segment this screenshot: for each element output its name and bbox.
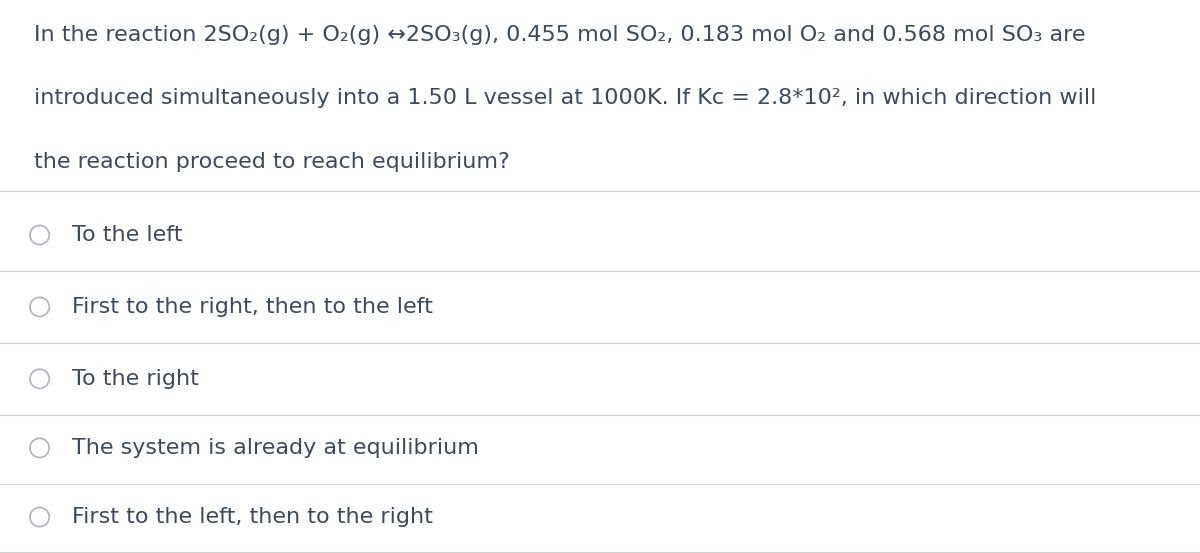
Text: introduced simultaneously into a 1.50 L vessel at 1000K. If Kc = 2.8*10², in whi: introduced simultaneously into a 1.50 L … (34, 88, 1096, 108)
Text: First to the right, then to the left: First to the right, then to the left (72, 297, 433, 317)
Text: In the reaction 2SO₂(g) + O₂(g) ↔2SO₃(g), 0.455 mol SO₂, 0.183 mol O₂ and 0.568 : In the reaction 2SO₂(g) + O₂(g) ↔2SO₃(g)… (34, 25, 1085, 45)
Text: First to the left, then to the right: First to the left, then to the right (72, 507, 433, 527)
Text: The system is already at equilibrium: The system is already at equilibrium (72, 438, 479, 458)
Text: the reaction proceed to reach equilibrium?: the reaction proceed to reach equilibriu… (34, 152, 509, 172)
Text: To the right: To the right (72, 369, 199, 389)
Text: To the left: To the left (72, 225, 182, 245)
